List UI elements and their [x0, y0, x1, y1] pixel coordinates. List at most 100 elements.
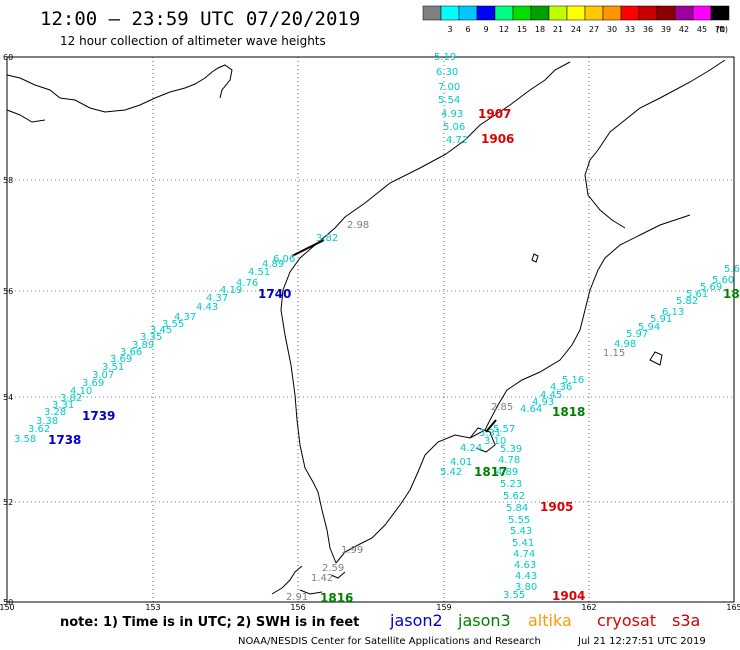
track-time-label: 18	[723, 287, 740, 301]
color-swatch	[458, 5, 478, 21]
wave-height-label: 5.42	[440, 467, 462, 478]
color-swatch	[656, 5, 676, 21]
wave-height-label: 4.36	[550, 382, 572, 393]
color-swatch	[476, 5, 496, 21]
wave-height-label: 4.78	[498, 455, 520, 466]
wave-height-label: 5.41	[512, 538, 534, 549]
legend-s3a: s3a	[672, 611, 700, 630]
color-scale-label: 39	[661, 25, 671, 34]
wave-height-label: 6.30	[436, 67, 458, 78]
color-swatch	[512, 5, 532, 21]
wave-height-label: 5.23	[500, 479, 522, 490]
wave-height-label: 5.60	[712, 275, 734, 286]
wave-height-label: 4.63	[514, 560, 536, 571]
wave-height-label: 3.69	[110, 354, 132, 365]
wave-height-label: 4.89	[496, 467, 518, 478]
wave-height-label: 4.01	[450, 457, 472, 468]
track-time-label: 1907	[478, 107, 511, 121]
wave-height-label: 2.59	[322, 563, 344, 574]
track-time-label: 1906	[481, 132, 514, 146]
wave-height-label: 3.82	[60, 393, 82, 404]
wave-height-label: 7.00	[438, 82, 460, 93]
wave-height-label: 3.82	[316, 233, 338, 244]
wave-height-label: 4.10	[70, 386, 92, 397]
legend-altika: altika	[528, 611, 572, 630]
wave-height-label: 5.69	[700, 282, 722, 293]
wave-height-label: 2.98	[347, 220, 369, 231]
wave-height-label: 3.51	[102, 362, 124, 373]
track-time-label: 1740	[258, 287, 291, 301]
wave-height-label: 3.55	[162, 319, 184, 330]
color-swatch	[674, 5, 694, 21]
wave-height-label: 5.43	[510, 526, 532, 537]
wave-height-label: 4.74	[513, 549, 535, 560]
wave-height-label: 5.62	[503, 491, 525, 502]
wave-height-labels: 5.19 6.30 7.00 5.54 4.93 5.06 4.72 2.98 3.82 6.06…	[14, 52, 740, 603]
color-swatch	[584, 5, 604, 21]
wave-height-label: 1.99	[341, 545, 363, 556]
track-segments	[291, 239, 497, 433]
wave-height-label: 1.42	[311, 573, 333, 584]
color-scale-label: 30	[607, 25, 617, 34]
map-subtitle: 12 hour collection of altimeter wave hei…	[60, 34, 326, 48]
color-scale-label: 12	[499, 25, 509, 34]
wave-height-label: 5.39	[500, 444, 522, 455]
longitude-tick-label: 150	[0, 603, 15, 612]
latitude-tick-label: 56	[3, 287, 13, 296]
wave-height-label: 5.84	[506, 503, 528, 514]
wave-height-label: 3.35	[140, 332, 162, 343]
wave-height-label: 4.51	[248, 267, 270, 278]
latitude-tick-label: 52	[3, 498, 13, 507]
wave-height-label: 4.64	[520, 404, 542, 415]
wave-height-label: 5.91	[650, 314, 672, 325]
latitude-tick-label: 54	[3, 393, 13, 402]
longitude-labels: 150 153 156 159 162 165	[0, 603, 740, 612]
wave-height-label: 5.19	[434, 52, 456, 63]
track-time-label: 1818	[552, 405, 585, 419]
wave-height-label: 3.10	[484, 436, 506, 447]
wave-height-label: 4.43	[196, 302, 218, 313]
latitude-tick-label: 58	[3, 176, 13, 185]
wave-height-label: 2.91	[286, 592, 308, 603]
wave-height-label: 3.62	[28, 424, 50, 435]
track-time-labels: 1907190617401739173818181818171905190418…	[48, 107, 740, 605]
wave-height-label: 4.43	[515, 571, 537, 582]
wave-height-label: 3.31	[52, 400, 74, 411]
longitude-tick-label: 165	[726, 603, 740, 612]
wave-height-label: 5.54	[438, 95, 460, 106]
track-time-label: 1816	[320, 591, 353, 605]
color-scale-label: 18	[535, 25, 545, 34]
footer-timestamp: Jul 21 12:27:51 UTC 2019	[577, 636, 706, 647]
wave-height-label: 3.31	[479, 428, 501, 439]
latitude-labels: 50 52 54 56 58 60	[3, 53, 13, 607]
wave-height-label: 5.97	[626, 329, 648, 340]
color-scale-label: 15	[517, 25, 527, 34]
wave-height-label: 4.45	[540, 390, 562, 401]
wave-height-label: 5.55	[508, 515, 530, 526]
wave-height-label: 4.37	[174, 312, 196, 323]
color-scale-unit: (ft)	[716, 25, 728, 34]
wave-height-label: 3.58	[14, 434, 36, 445]
color-scale-label: 33	[625, 25, 635, 34]
wave-height-label: 3.66	[120, 347, 142, 358]
color-scale-label: 21	[553, 25, 563, 34]
color-swatch	[692, 5, 712, 21]
wave-height-label: 5.6	[724, 264, 740, 275]
color-scale-label: 9	[483, 25, 488, 34]
wave-height-label: 4.93	[441, 109, 463, 120]
color-swatch	[638, 5, 658, 21]
wave-height-label: 4.37	[206, 293, 228, 304]
wave-height-label: 5.57	[493, 424, 515, 435]
longitude-tick-label: 153	[145, 603, 160, 612]
longitude-tick-label: 162	[581, 603, 596, 612]
legend-jason3: jason3	[457, 611, 511, 630]
wave-height-label: 3.45	[150, 325, 172, 336]
color-scale-label: 36	[643, 25, 653, 34]
track-time-label: 1738	[48, 433, 81, 447]
wave-height-label: 3.89	[132, 340, 154, 351]
latitude-tick-label: 60	[3, 53, 13, 62]
wave-height-label: 3.80	[515, 582, 537, 593]
wave-height-label: 3.07	[92, 370, 114, 381]
